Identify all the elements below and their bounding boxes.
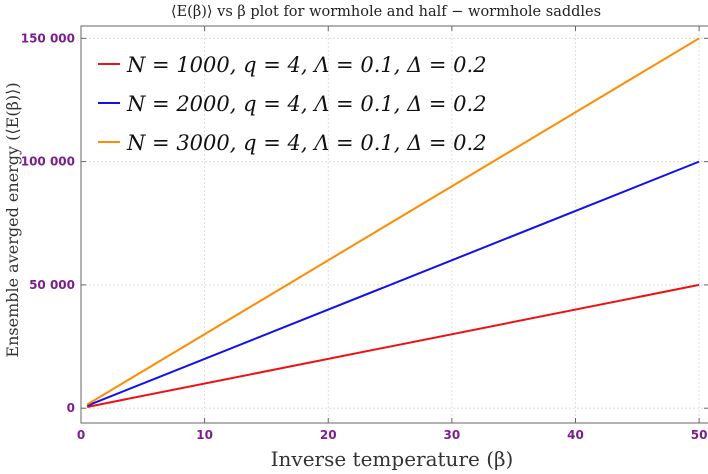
series-line-2	[86, 160, 700, 407]
series-lines	[86, 37, 700, 408]
series-line-1	[86, 283, 700, 408]
legend-label-2: N = 2000, q = 4, Λ = 0.1, Δ = 0.2	[126, 92, 487, 116]
x-axis-ticks: 0 10 20 30 40 50	[77, 26, 708, 442]
legend-label-3: N = 3000, q = 4, Λ = 0.1, Δ = 0.2	[126, 131, 487, 155]
y-axis-label: Ensemble averged energy (⟨E(β)⟩)	[3, 82, 22, 357]
y-tick-label: 0	[67, 401, 75, 415]
y-tick-label: 50 000	[29, 278, 75, 292]
x-tick-label: 50	[691, 428, 708, 442]
x-tick-label: 30	[444, 428, 461, 442]
x-tick-label: 40	[567, 428, 584, 442]
y-tick-label: 150 000	[21, 31, 75, 45]
grid-lines	[81, 26, 708, 423]
x-axis-label: Inverse temperature (β)	[271, 447, 514, 471]
y-tick-label: 100 000	[21, 155, 75, 169]
x-tick-label: 10	[196, 428, 213, 442]
chart-title: ⟨E(β)⟩ vs β plot for wormhole and half −…	[171, 4, 601, 20]
y-axis-ticks: 0 50 000 100 000 150 000	[21, 31, 708, 415]
x-tick-label: 20	[320, 428, 337, 442]
x-tick-label: 0	[77, 428, 85, 442]
legend-label-1: N = 1000, q = 4, Λ = 0.1, Δ = 0.2	[126, 53, 487, 77]
legend: N = 1000, q = 4, Λ = 0.1, Δ = 0.2 N = 200…	[98, 53, 487, 155]
series-line-3	[86, 37, 700, 406]
plot-frame	[80, 25, 708, 424]
